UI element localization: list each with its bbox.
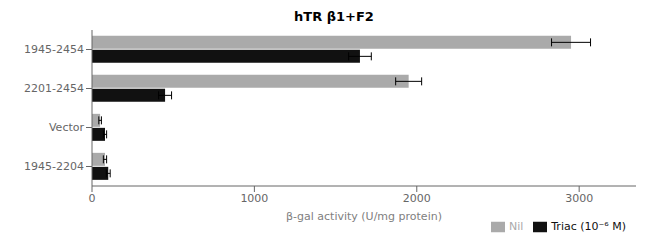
svg-text:Vector: Vector (49, 121, 85, 134)
svg-text:β-gal activity (U/mg protein): β-gal activity (U/mg protein) (286, 210, 442, 223)
svg-text:3000: 3000 (565, 192, 593, 205)
svg-text:1945-2454: 1945-2454 (24, 43, 84, 56)
svg-text:0: 0 (89, 192, 96, 205)
html-text:Triac (10⁻⁶ M): Triac (10⁻⁶ M) (551, 220, 626, 233)
svg-text:1000: 1000 (240, 192, 268, 205)
html-text:hTR β1+F2: hTR β1+F2 (294, 9, 374, 24)
svg-text:1945-2204: 1945-2204 (24, 160, 84, 173)
svg-text:2000: 2000 (403, 192, 431, 205)
html-text:Nil: Nil (508, 220, 524, 233)
svg-text:2201-2454: 2201-2454 (24, 82, 84, 95)
